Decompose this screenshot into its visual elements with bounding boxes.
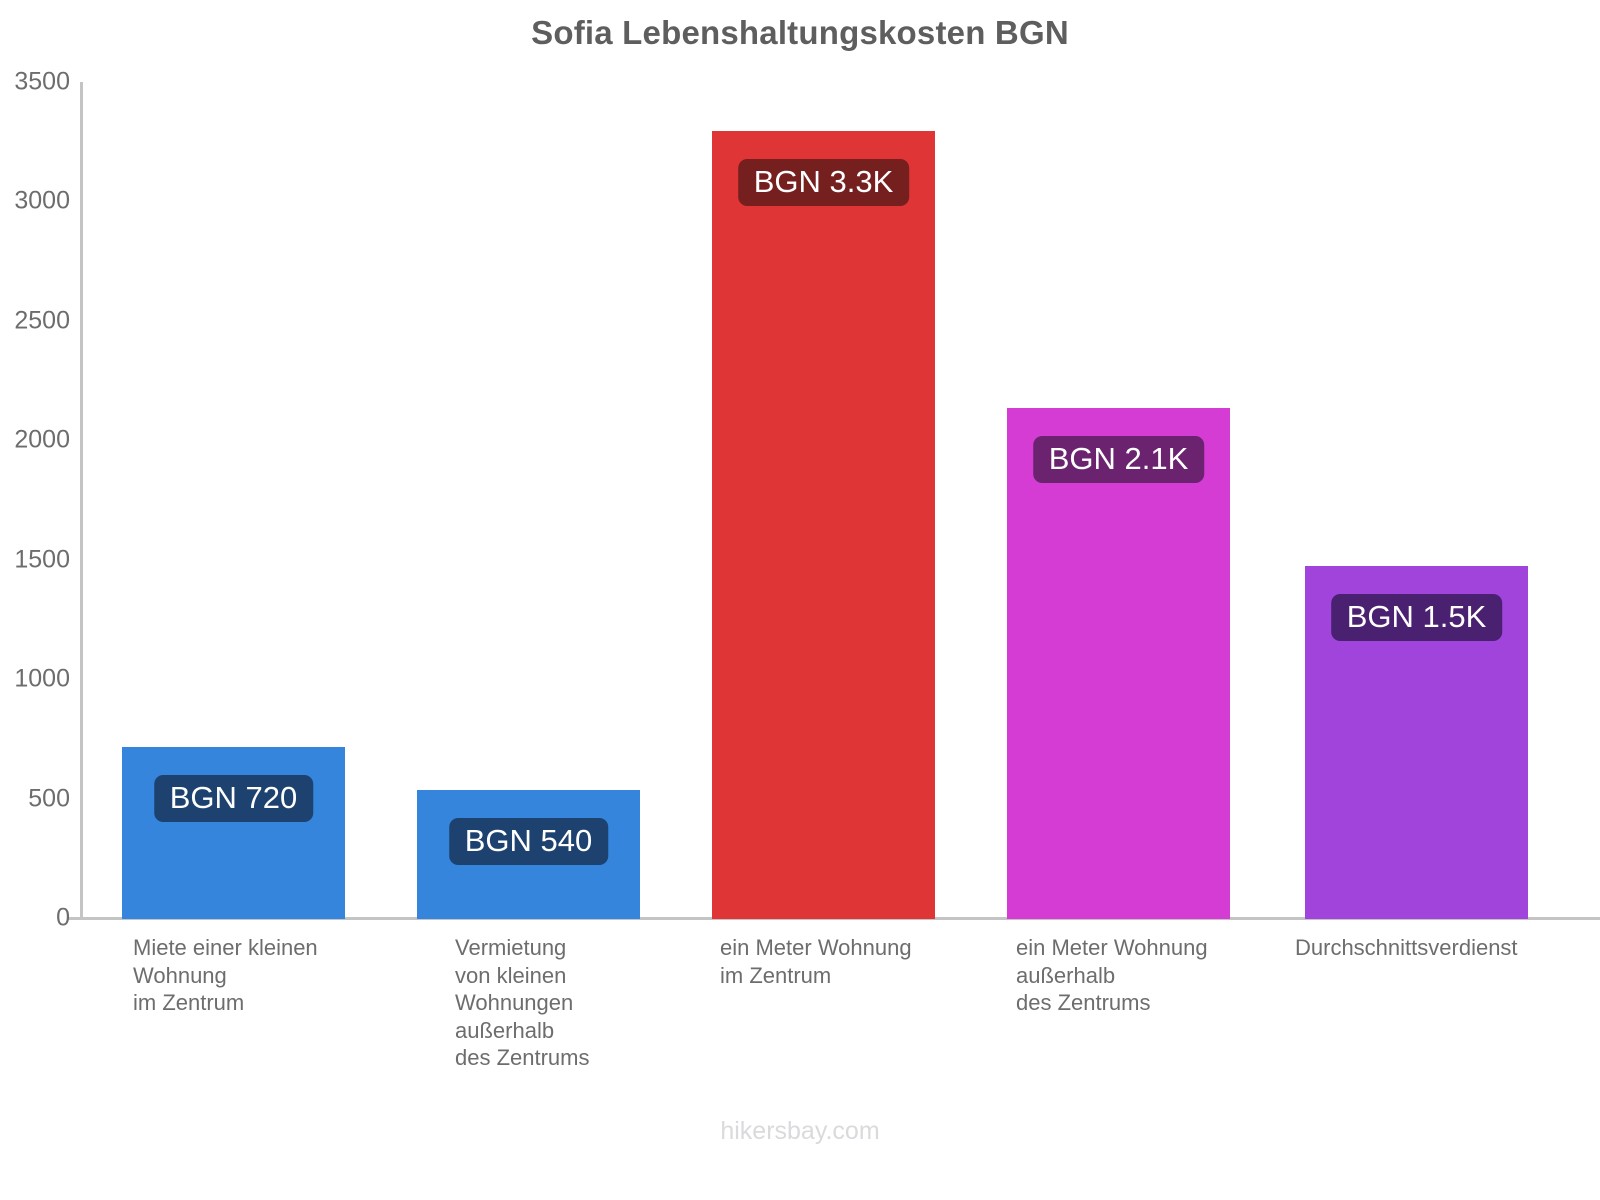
bars-group: BGN 720 BGN 540 BGN 3.3K BGN 2.1K BGN 1.5K xyxy=(122,130,1528,919)
bar[interactable]: BGN 540 xyxy=(417,790,640,919)
x-axis-category-label: Miete einer kleinen Wohnung im Zentrum xyxy=(133,935,318,1015)
bar[interactable]: BGN 720 xyxy=(122,747,345,919)
source-watermark: hikersbay.com xyxy=(720,1117,880,1145)
bar-value-label: BGN 3.3K xyxy=(737,158,910,206)
y-axis-tick-label: 2000 xyxy=(14,425,70,454)
y-axis-tick-label: 2500 xyxy=(14,306,70,335)
y-axis-tick-label: 1000 xyxy=(14,664,70,693)
bar-value-label: BGN 1.5K xyxy=(1330,593,1503,641)
bar[interactable]: BGN 3.3K xyxy=(712,130,935,919)
y-axis-line xyxy=(80,82,83,920)
bar[interactable]: BGN 1.5K xyxy=(1305,565,1528,919)
bar[interactable]: BGN 2.1K xyxy=(1007,407,1230,919)
y-axis-tick-label: 3500 xyxy=(14,67,70,96)
y-axis-tick-label: 0 xyxy=(56,903,70,932)
x-axis-category-label: Durchschnittsverdienst xyxy=(1295,935,1518,960)
bar-value-label: BGN 540 xyxy=(448,818,609,866)
x-axis-category-label: Vermietung von kleinen Wohnungen außerha… xyxy=(455,935,590,1070)
page-title: Sofia Lebenshaltungskosten BGN xyxy=(531,14,1069,51)
y-axis-tick-label: 1500 xyxy=(14,545,70,574)
x-axis-category-label: ein Meter Wohnung außerhalb des Zentrums xyxy=(1016,935,1208,1015)
bar-value-label: BGN 720 xyxy=(153,775,314,823)
bar-value-label: BGN 2.1K xyxy=(1032,435,1205,483)
y-axis-tick-label: 500 xyxy=(28,784,70,813)
y-axis-tick-label: 3000 xyxy=(14,186,70,215)
x-axis-category-label: ein Meter Wohnung im Zentrum xyxy=(720,935,912,988)
